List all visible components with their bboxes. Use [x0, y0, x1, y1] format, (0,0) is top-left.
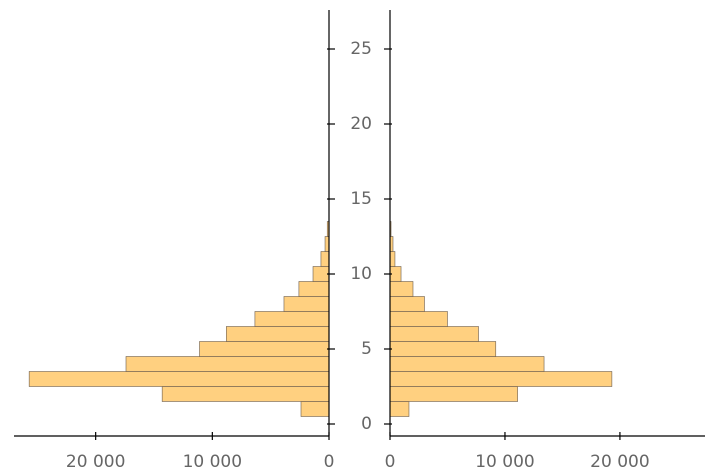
- x-tick-label: 0: [324, 452, 335, 472]
- bar: [389, 251, 396, 267]
- bar: [389, 401, 410, 417]
- bar: [298, 281, 330, 297]
- bar: [320, 251, 330, 267]
- y-tick-label: 20: [350, 114, 372, 134]
- x-tick-label: 10 000: [475, 452, 534, 472]
- bar: [283, 296, 330, 312]
- x-tick-label: 10 000: [183, 452, 242, 472]
- bar: [389, 296, 425, 312]
- bar: [28, 371, 330, 387]
- bar: [199, 341, 330, 357]
- bar: [125, 356, 330, 372]
- bar: [389, 356, 545, 372]
- x-tick-label: 20 000: [66, 452, 125, 472]
- bar: [312, 266, 330, 282]
- y-tick-label: 25: [350, 39, 372, 59]
- bar: [389, 281, 414, 297]
- y-tick-label: 0: [361, 414, 372, 434]
- bar: [300, 401, 330, 417]
- bar: [161, 386, 330, 402]
- x-tick-label: 0: [385, 452, 396, 472]
- bar: [389, 341, 497, 357]
- bar: [226, 326, 330, 342]
- bar: [389, 311, 448, 327]
- bar: [389, 386, 518, 402]
- y-tick-label: 10: [350, 264, 372, 284]
- x-tick-label: 20 000: [590, 452, 649, 472]
- y-tick-label: 15: [350, 189, 372, 209]
- bar: [254, 311, 330, 327]
- bar: [389, 326, 479, 342]
- y-tick-label: 5: [361, 339, 372, 359]
- bar: [389, 371, 613, 387]
